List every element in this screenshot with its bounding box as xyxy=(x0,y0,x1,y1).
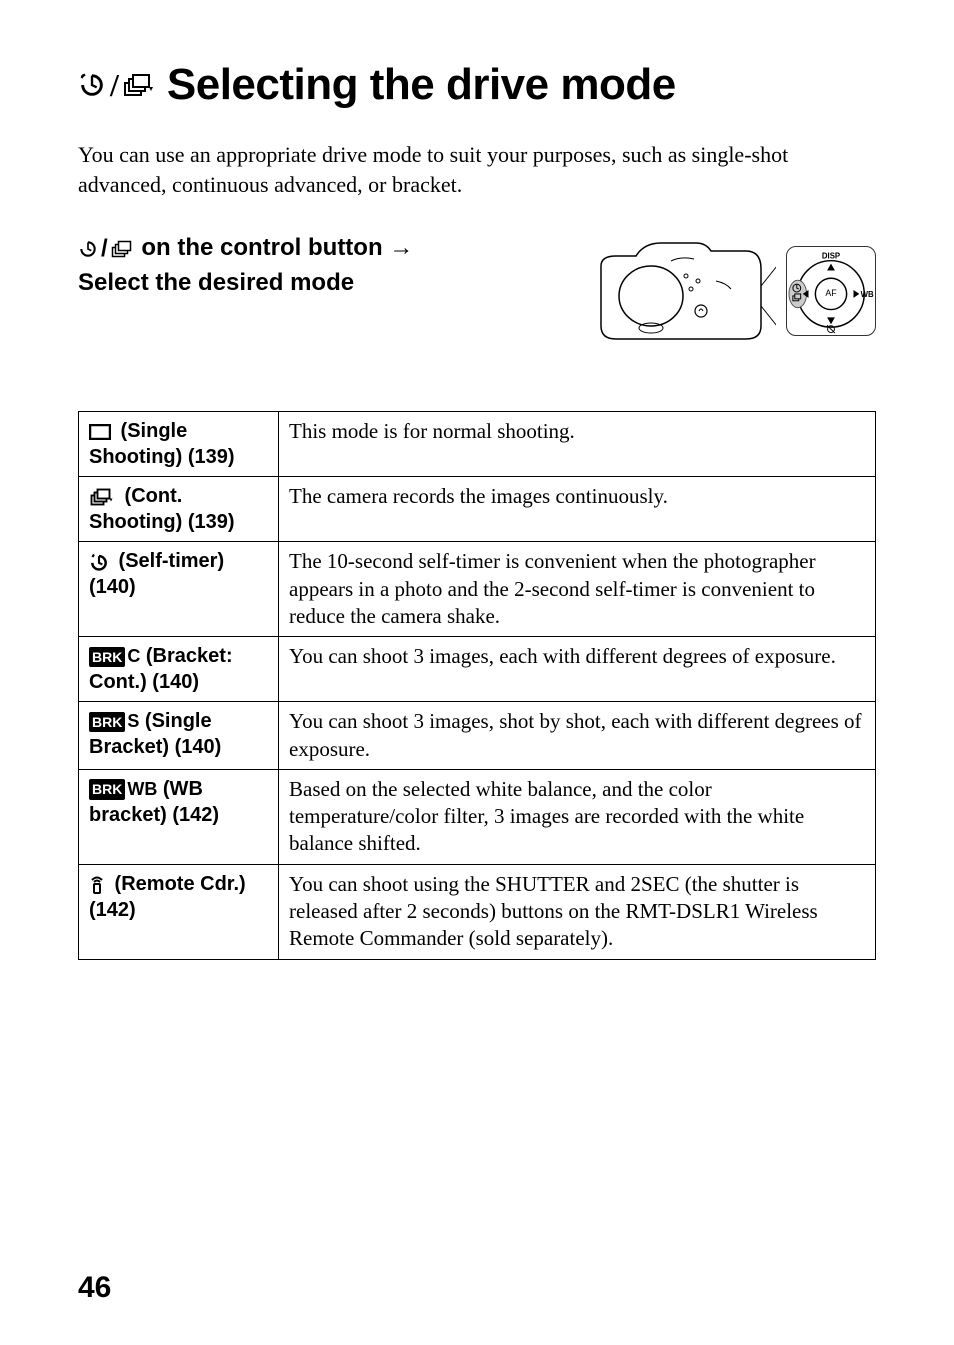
dpad-top-label: DISP xyxy=(822,252,840,261)
instruction-block: / on the control button → Select the des… xyxy=(78,231,876,351)
self-timer-icon xyxy=(89,552,109,572)
instruction-text: / on the control button → Select the des… xyxy=(78,231,566,299)
arrow-icon: → xyxy=(389,234,413,261)
illustration-group: AF DISP WB xyxy=(586,231,876,351)
mode-desc: You can shoot 3 images, each with differ… xyxy=(279,637,876,702)
table-row: (Single Shooting) (139) This mode is for… xyxy=(79,412,876,477)
drive-mode-table: (Single Shooting) (139) This mode is for… xyxy=(78,411,876,959)
dpad-illustration: AF DISP WB xyxy=(786,246,876,336)
camera-illustration xyxy=(586,231,776,351)
table-row: BRKC (Bracket: Cont.) (140) You can shoo… xyxy=(79,637,876,702)
mode-label: (Remote Cdr.) (142) xyxy=(89,873,246,921)
table-row: BRKS (Single Bracket) (140) You can shoo… xyxy=(79,702,876,770)
self-timer-icon xyxy=(78,239,98,259)
dpad-center-label: AF xyxy=(825,288,837,298)
mode-desc: You can shoot using the SHUTTER and 2SEC… xyxy=(279,864,876,959)
brk-suffix: WB xyxy=(127,779,157,799)
mode-desc: This mode is for normal shooting. xyxy=(279,412,876,477)
remote-icon xyxy=(89,874,105,894)
table-row: BRKWB (WB bracket) (142) Based on the se… xyxy=(79,769,876,864)
brk-badge: BRK xyxy=(89,712,125,732)
continuous-icon xyxy=(123,73,155,97)
mode-desc: You can shoot 3 images, shot by shot, ea… xyxy=(279,702,876,770)
mode-desc: The 10-second self-timer is convenient w… xyxy=(279,542,876,637)
page-title-row: / Selecting the drive mode xyxy=(78,60,876,110)
instruction-drive-icons: / xyxy=(78,232,135,266)
mode-desc: The camera records the images continuous… xyxy=(279,477,876,542)
table-row: (Self-timer) (140) The 10-second self-ti… xyxy=(79,542,876,637)
single-shot-icon xyxy=(89,424,111,440)
instruction-suffix: on the control button xyxy=(135,234,390,261)
mode-label: (Self-timer) (140) xyxy=(89,550,224,598)
continuous-icon xyxy=(89,488,115,506)
brk-badge: BRK xyxy=(89,779,125,799)
table-row: (Remote Cdr.) (142) You can shoot using … xyxy=(79,864,876,959)
intro-paragraph: You can use an appropriate drive mode to… xyxy=(78,140,876,199)
title-drive-icons: / xyxy=(78,67,155,104)
self-timer-icon xyxy=(78,71,106,99)
brk-badge: BRK xyxy=(89,647,125,667)
instruction-line2: Select the desired mode xyxy=(78,269,354,296)
table-row: (Cont. Shooting) (139) The camera record… xyxy=(79,477,876,542)
brk-suffix: C xyxy=(127,646,140,666)
brk-suffix: S xyxy=(127,711,139,731)
dpad-right-label: WB xyxy=(861,290,874,299)
continuous-icon xyxy=(111,240,135,258)
mode-desc: Based on the selected white balance, and… xyxy=(279,769,876,864)
page-title: Selecting the drive mode xyxy=(167,60,676,110)
page-number: 46 xyxy=(78,1271,111,1305)
dpad-left-icons xyxy=(789,281,809,308)
